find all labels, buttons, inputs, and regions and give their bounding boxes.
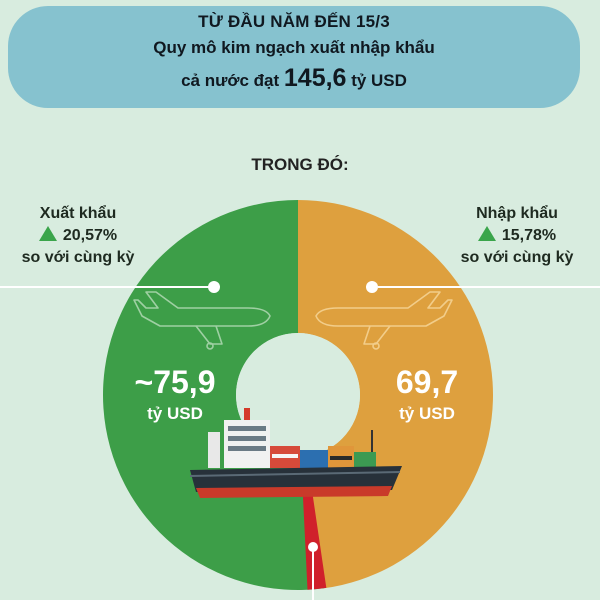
export-title: Xuất khẩu: [39, 205, 117, 222]
import-unit: tỷ USD: [399, 404, 455, 423]
header-line3-prefix: cả nước đạt: [181, 71, 280, 90]
up-triangle-icon: [38, 226, 57, 241]
header-line3: cả nước đạt 145,6 tỷ USD: [8, 64, 580, 93]
header-banner: TỪ ĐẦU NĂM ĐẾN 15/3 Quy mô kim ngạch xuấ…: [8, 6, 580, 108]
header-line2: Quy mô kim ngạch xuất nhập khẩu: [153, 38, 435, 57]
export-value-label: ~75,9 tỷ USD: [120, 364, 230, 424]
export-info: Xuất khẩu 20,57% so với cùng kỳ: [8, 203, 148, 269]
connector-dot: [208, 281, 220, 293]
export-unit: tỷ USD: [147, 404, 203, 423]
up-triangle-icon: [477, 226, 496, 241]
import-title: Nhập khẩu: [476, 205, 558, 222]
import-growth: 15,78%: [501, 227, 557, 244]
connector-dot: [366, 281, 378, 293]
total-value: 145,6: [283, 64, 347, 92]
export-value: ~75,9: [134, 364, 216, 400]
export-growth: 20,57%: [62, 227, 118, 244]
import-growth-row: 15,78%: [442, 225, 592, 247]
divider-line: [378, 286, 600, 288]
export-growth-row: 20,57%: [8, 225, 148, 247]
header-line1: TỪ ĐẦU NĂM ĐẾN 15/3: [198, 12, 390, 31]
export-compare: so với cùng kỳ: [21, 249, 135, 266]
import-info: Nhập khẩu 15,78% so với cùng kỳ: [442, 203, 592, 269]
sub-heading: TRONG ĐÓ:: [251, 155, 349, 174]
import-compare: so với cùng kỳ: [460, 249, 574, 266]
import-value-label: 69,7 tỷ USD: [372, 364, 482, 424]
divider-line: [0, 286, 214, 288]
total-unit: tỷ USD: [351, 71, 407, 90]
container-ship-icon: [189, 408, 402, 498]
airplane-icon: [133, 291, 271, 350]
airplane-icon: [315, 291, 453, 350]
import-value: 69,7: [395, 364, 459, 400]
